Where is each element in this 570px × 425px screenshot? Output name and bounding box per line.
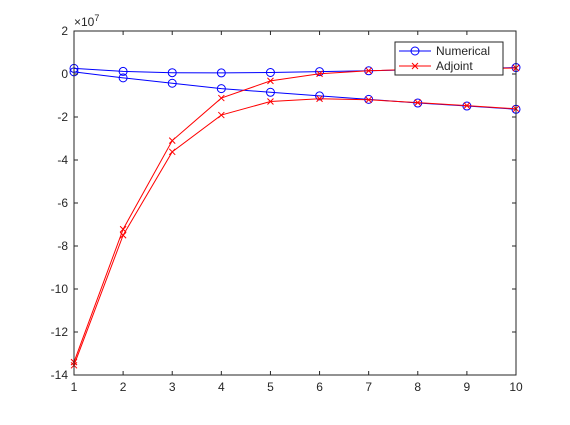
x-marker [316, 70, 323, 78]
x-tick-label: 10 [509, 380, 523, 394]
x-tick-label: 4 [218, 380, 225, 394]
circle-marker [216, 84, 226, 94]
circle-marker [167, 78, 177, 88]
y-tick-label: -8 [57, 239, 68, 253]
circle-marker [315, 67, 325, 77]
x-tick-label: 8 [414, 380, 421, 394]
exponent-power: 7 [94, 13, 99, 23]
x-marker [267, 77, 274, 85]
x-marker [217, 111, 225, 119]
x-tick-label: 3 [169, 380, 176, 394]
axes-layer: 1 2 3 4 5 6 7 8 9 10 2 0 -2 -4 -6 -8 -10 -12 -14 [51, 24, 523, 394]
x-marker [267, 98, 274, 105]
circle-marker [315, 91, 325, 101]
y-tick-label: 0 [61, 67, 68, 81]
y-tick-label: 2 [61, 24, 68, 38]
y-tick-label: -4 [57, 153, 68, 167]
x-marker [168, 137, 176, 145]
legend-entry: Numerical [399, 44, 490, 58]
circle-marker [167, 68, 177, 78]
series-line [73, 98, 517, 366]
x-marker [414, 99, 422, 106]
x-tick-label: 9 [464, 380, 471, 394]
x-tick-label: 2 [120, 380, 127, 394]
circle-marker [265, 67, 275, 77]
x-marker [168, 148, 176, 156]
x-marker [365, 67, 373, 75]
circle-marker [118, 73, 128, 83]
exponent-base: ×10 [74, 15, 95, 29]
series-3 [70, 95, 520, 369]
legend-label: Adjoint [436, 59, 473, 73]
x-tick-label: 6 [316, 380, 323, 394]
x-tick-label: 7 [365, 380, 372, 394]
y-tick-label: -2 [57, 110, 68, 124]
y-tick-label: -10 [51, 282, 69, 296]
y-tick-label: -14 [51, 368, 69, 382]
x-marker [217, 94, 225, 102]
x-marker [119, 231, 127, 239]
y-tick-label: -12 [51, 325, 69, 339]
legend-entry: Adjoint [399, 59, 473, 73]
x-tick-label: 1 [71, 380, 78, 394]
legend-marker [410, 46, 420, 56]
y-axis-exponent-label: ×107 [74, 13, 99, 29]
x-tick-label: 5 [267, 380, 274, 394]
circle-marker [216, 68, 226, 78]
x-marker [463, 102, 471, 109]
circle-marker [118, 66, 128, 76]
y-tick-label: -6 [57, 196, 68, 210]
legend-marker [411, 62, 419, 70]
x-marker [316, 95, 323, 103]
circle-marker [265, 87, 275, 97]
legend-label: Numerical [436, 44, 490, 58]
x-marker [365, 96, 373, 104]
